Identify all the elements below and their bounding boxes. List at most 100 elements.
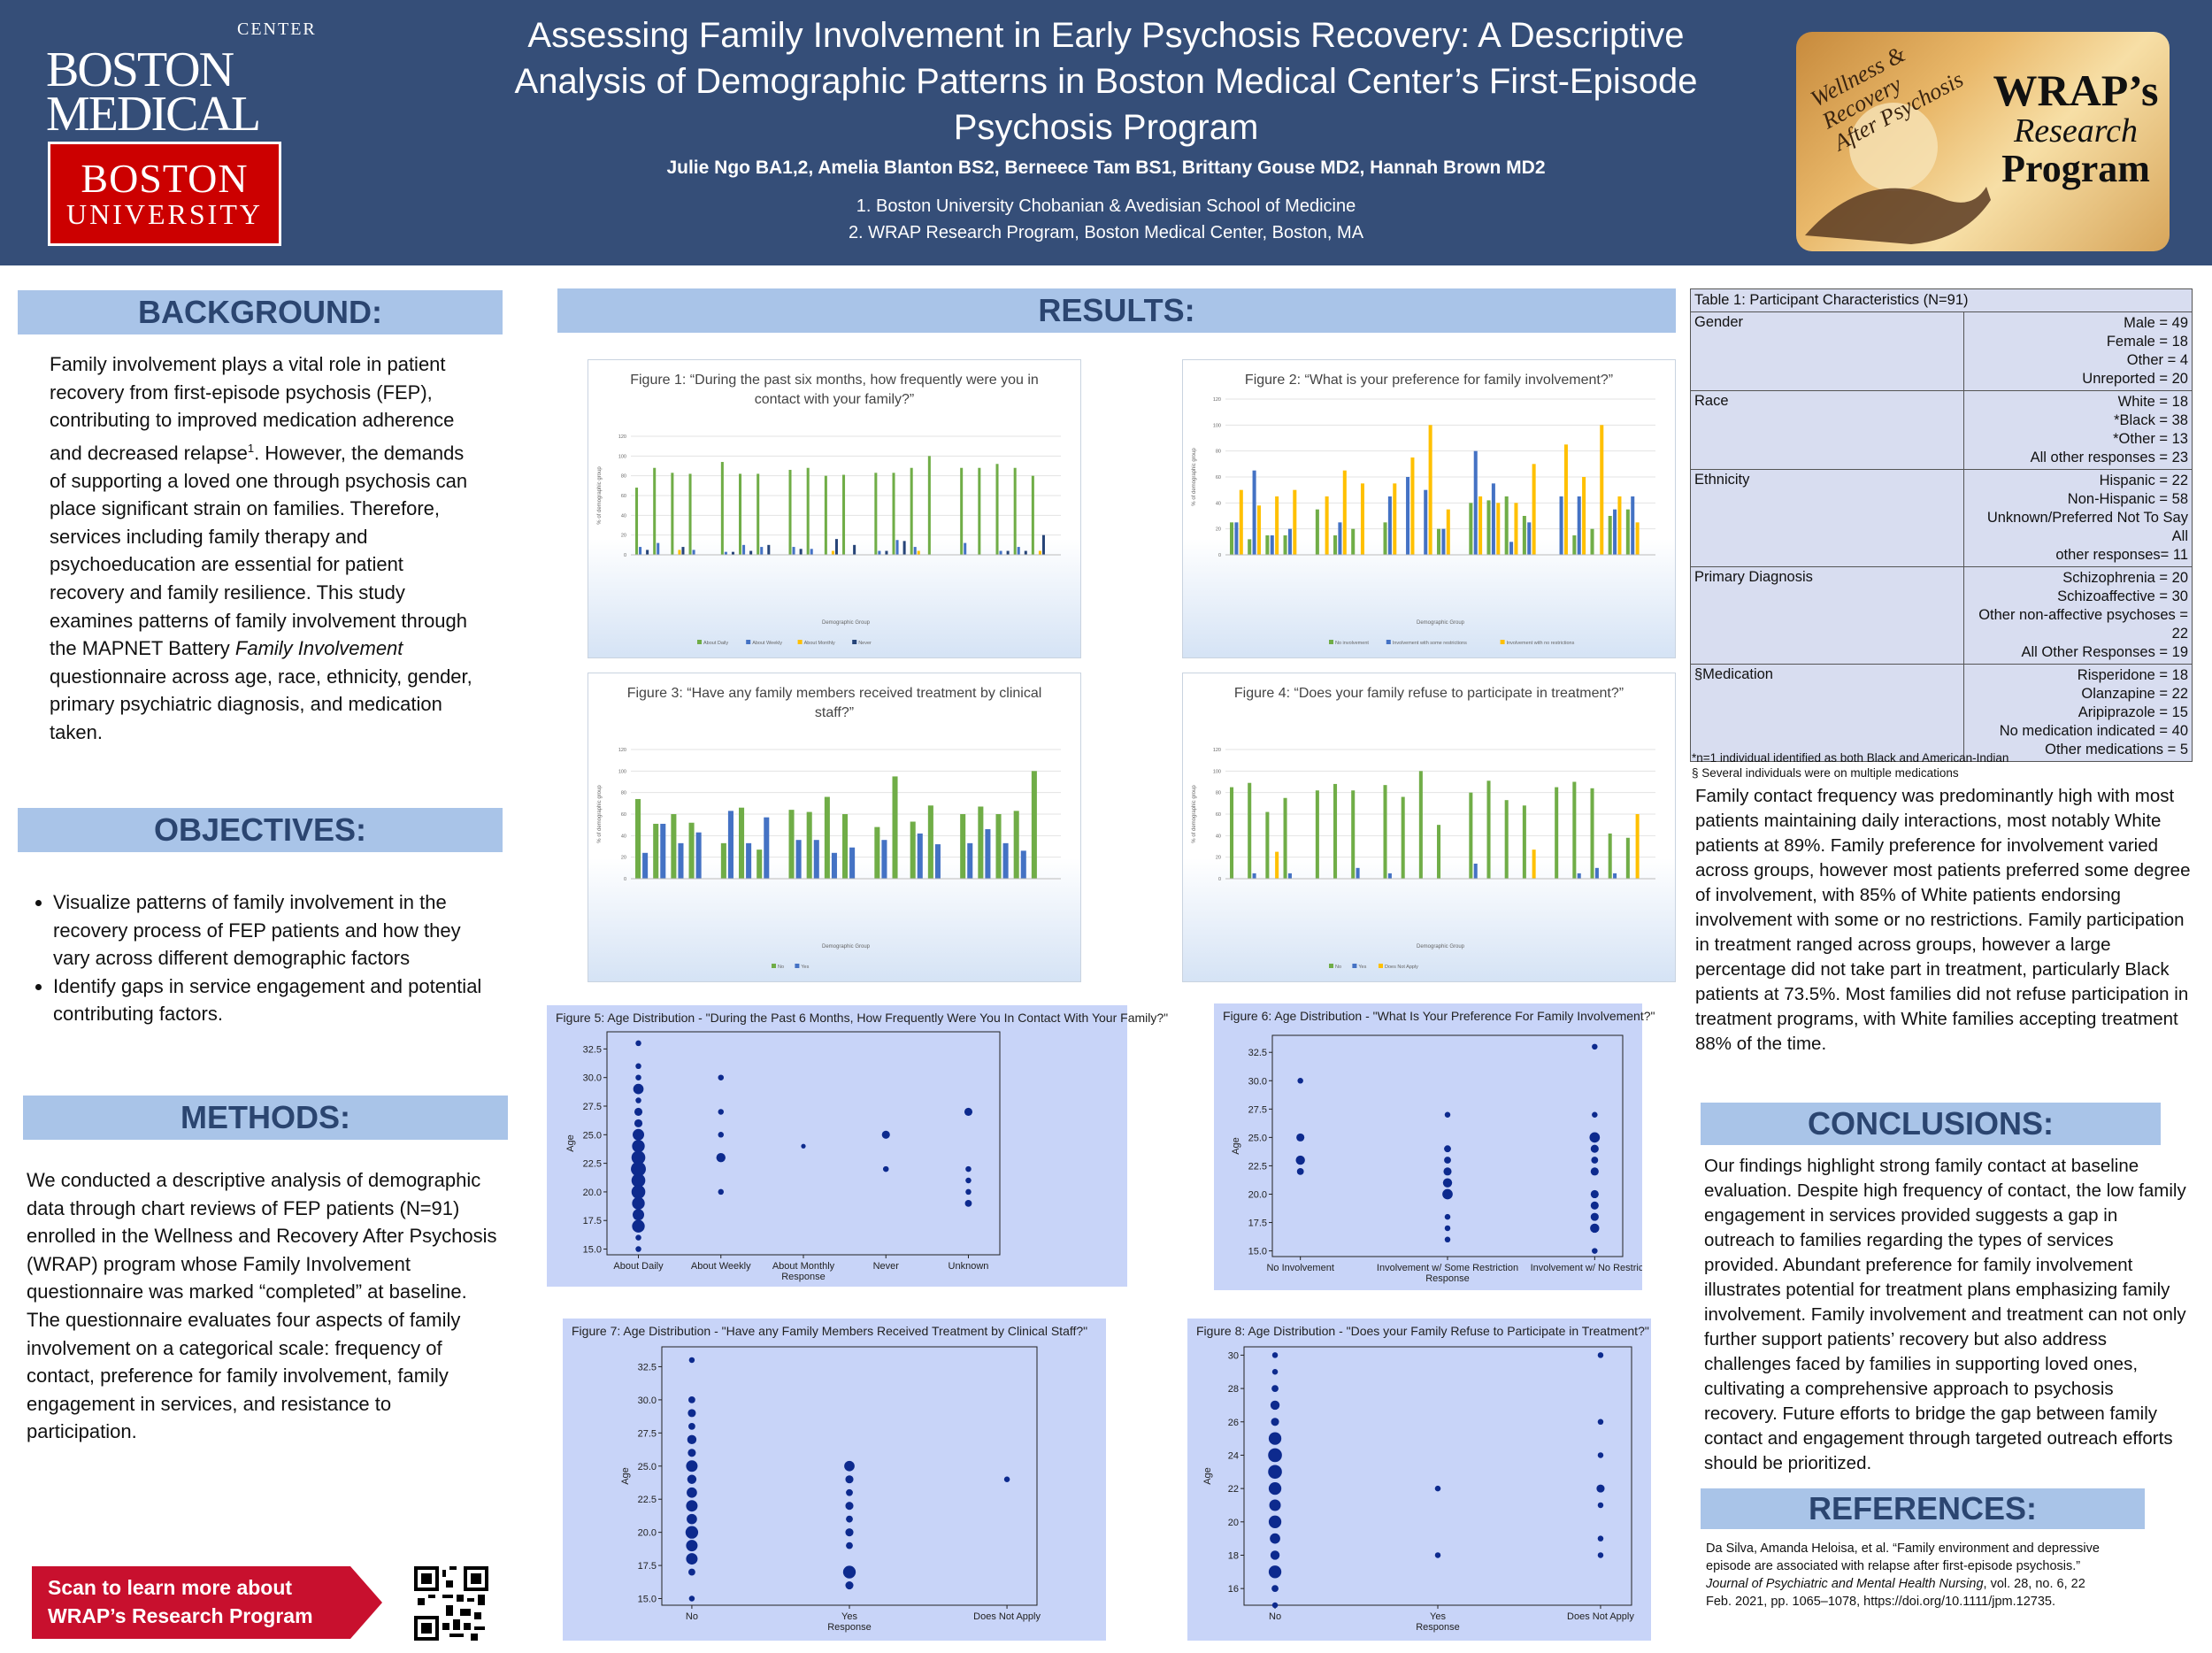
background-text: Family involvement plays a vital role in… xyxy=(50,350,483,747)
x-axis-label: Demographic Group xyxy=(1417,620,1465,626)
bar xyxy=(964,542,967,555)
bar xyxy=(902,541,906,555)
bar xyxy=(688,473,692,555)
x-axis-label: Demographic Group xyxy=(822,944,871,950)
table-row-values: White = 18 *Black = 38 *Other = 13 All othe… xyxy=(1963,390,2193,470)
bar xyxy=(1013,467,1017,555)
data-point xyxy=(845,1475,854,1484)
data-point xyxy=(1444,1236,1451,1243)
bar xyxy=(692,550,695,555)
logo-line2: MEDICAL xyxy=(46,87,261,142)
bar xyxy=(1577,873,1581,879)
bar xyxy=(1582,477,1586,555)
tick-label: 100 xyxy=(1213,769,1221,774)
tick-label: 0 xyxy=(624,877,626,882)
scan-line2: WRAP’s Research Program xyxy=(48,1604,313,1627)
tick-label: 0 xyxy=(1218,877,1221,882)
table-value: Schizophrenia = 20 xyxy=(2062,570,2188,586)
tick-label: 22.5 xyxy=(1248,1161,1267,1172)
table-row-label: Gender xyxy=(1690,311,1964,391)
bar xyxy=(1563,444,1568,555)
qr-code-icon[interactable] xyxy=(414,1566,488,1641)
bar xyxy=(1437,528,1441,555)
legend-swatch xyxy=(1386,640,1391,644)
bar xyxy=(927,456,931,555)
data-point xyxy=(631,1173,646,1188)
data-point xyxy=(1597,1552,1604,1558)
legend-swatch xyxy=(795,964,800,968)
figure-3-title: Figure 3: “Have any family members recei… xyxy=(626,686,1042,720)
bar xyxy=(1234,522,1239,555)
bar xyxy=(1532,850,1536,879)
bar xyxy=(1446,509,1450,555)
data-point xyxy=(1592,1043,1598,1050)
data-point xyxy=(965,1188,972,1196)
category-label: No xyxy=(686,1611,698,1622)
bar xyxy=(727,811,733,879)
tick-label: 80 xyxy=(1216,450,1221,455)
bar xyxy=(1410,457,1415,555)
bar xyxy=(1252,873,1256,879)
bar xyxy=(1020,850,1026,879)
bar xyxy=(895,540,899,555)
bar xyxy=(874,826,880,879)
bar xyxy=(1248,539,1252,555)
bar xyxy=(660,823,666,879)
tick-label: 17.5 xyxy=(638,1561,657,1572)
tick-label: 15.0 xyxy=(583,1245,602,1256)
x-axis-label: Response xyxy=(1425,1273,1470,1284)
table-row-values: Hispanic = 22 Non-Hispanic = 58 Unknown/Pr… xyxy=(1963,469,2193,567)
data-point xyxy=(686,1460,698,1472)
bar xyxy=(1383,785,1387,879)
bar xyxy=(978,467,981,555)
boston-university-logo: BOSTON UNIVERSITY xyxy=(48,142,281,246)
bar xyxy=(1437,825,1441,879)
bar xyxy=(1635,814,1640,879)
data-point xyxy=(845,1580,854,1590)
bar xyxy=(1572,781,1577,879)
bar xyxy=(1038,550,1041,555)
scan-banner[interactable]: Scan to learn more about WRAP’s Research… xyxy=(32,1566,382,1639)
bar xyxy=(1283,535,1287,555)
data-point xyxy=(1268,1515,1282,1528)
data-point xyxy=(1003,1476,1010,1482)
figure-7-scatter: Figure 7: Age Distribution - "Have any F… xyxy=(563,1319,1106,1641)
data-point xyxy=(632,1140,645,1153)
table-note-2: § Several individuals were on multiple m… xyxy=(1692,766,1959,780)
legend-swatch xyxy=(772,964,776,968)
bar xyxy=(1486,780,1491,879)
tick-label: 60 xyxy=(621,494,626,499)
bar xyxy=(1527,522,1532,555)
bar xyxy=(1555,787,1559,879)
bar xyxy=(995,464,999,555)
bar xyxy=(885,550,888,555)
category-label: Does Not Apply xyxy=(1567,1611,1634,1622)
bar xyxy=(1013,811,1019,879)
bar xyxy=(1522,805,1526,879)
table-value: No medication indicated = 40 xyxy=(1999,723,2188,739)
data-point xyxy=(964,1107,973,1117)
bar xyxy=(688,822,695,879)
bar xyxy=(671,814,677,879)
bar xyxy=(799,549,803,555)
table-value: *Other = 13 xyxy=(2113,431,2188,447)
tick-label: 20 xyxy=(1228,1518,1239,1528)
bar xyxy=(1625,509,1630,555)
data-point xyxy=(635,1234,641,1241)
bu-line1: BOSTON xyxy=(81,156,249,201)
data-point xyxy=(1592,1248,1598,1254)
data-point xyxy=(845,1502,854,1511)
objectives-heading: OBJECTIVES: xyxy=(18,808,503,852)
tick-label: 40 xyxy=(1216,501,1221,506)
data-point xyxy=(1442,1178,1453,1188)
legend-label: Yes xyxy=(801,965,809,970)
table-row-values: Risperidone = 18 Olanzapine = 22 Aripipraz… xyxy=(1963,664,2193,762)
tick-label: 100 xyxy=(618,454,626,459)
bar xyxy=(1608,833,1612,879)
poster-title: Assessing Family Involvement in Early Ps… xyxy=(495,12,1717,150)
bar xyxy=(1387,496,1392,555)
legend-swatch xyxy=(852,640,857,644)
scan-text: Scan to learn more about WRAP’s Research… xyxy=(48,1573,313,1630)
bar xyxy=(1577,496,1581,555)
data-point xyxy=(634,1119,643,1127)
